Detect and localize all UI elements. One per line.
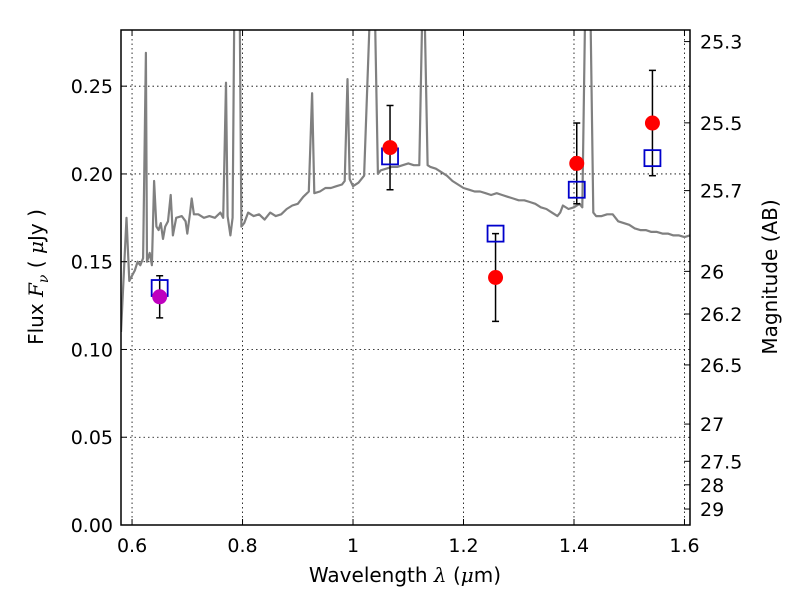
x-tick-label: 0.6 [117, 535, 147, 557]
plot-frame [120, 29, 691, 526]
x-axis-label: Wavelength λ (μm) [309, 563, 501, 587]
y-tick-label: 0.00 [71, 515, 113, 537]
y2-tick-label: 29 [700, 499, 724, 521]
observed-point [382, 140, 398, 156]
x-tick-label: 1.2 [448, 535, 478, 557]
observed-point [644, 115, 660, 131]
y2-tick-label: 26.5 [700, 355, 742, 377]
model-point [567, 180, 586, 199]
y-tick-label: 0.15 [71, 252, 113, 274]
model-point [486, 224, 505, 243]
plot-background [121, 30, 690, 525]
x-tick-label: 1.4 [559, 535, 589, 557]
y2-tick-label: 25.5 [700, 113, 742, 135]
y2-tick-label: 25.3 [700, 32, 742, 54]
y2-axis-label: Magnitude (AB) [758, 199, 782, 354]
x-tick-label: 1.6 [669, 535, 699, 557]
observed-points [152, 115, 660, 305]
y2-tick-label: 26 [700, 261, 724, 283]
y-tick-label: 0.05 [71, 427, 113, 449]
y2-tick-label: 27.5 [700, 451, 742, 473]
y-axis-label: Flux Fν ( μJy ) [24, 209, 52, 345]
y2-tick-label: 28 [700, 475, 724, 497]
y2-tick-label: 26.2 [700, 304, 742, 326]
y-tick-label: 0.10 [71, 339, 113, 361]
model-point [643, 149, 662, 168]
y-tick-label: 0.20 [71, 164, 113, 186]
y2-tick-label: 25.7 [700, 181, 742, 203]
observed-point [488, 270, 504, 285]
observed-point [569, 155, 585, 171]
y-tick-label: 0.25 [71, 76, 113, 98]
observed-point [152, 289, 168, 305]
x-ticks: 0.6 0.8 1 1.2 1.4 1.6 [117, 30, 700, 557]
x-tick-label: 0.8 [227, 535, 257, 557]
x-tick-label: 1 [347, 535, 359, 557]
y-ticks: 0.00 0.05 0.10 0.15 0.20 0.25 [71, 76, 127, 537]
y2-tick-label: 27 [700, 414, 724, 436]
